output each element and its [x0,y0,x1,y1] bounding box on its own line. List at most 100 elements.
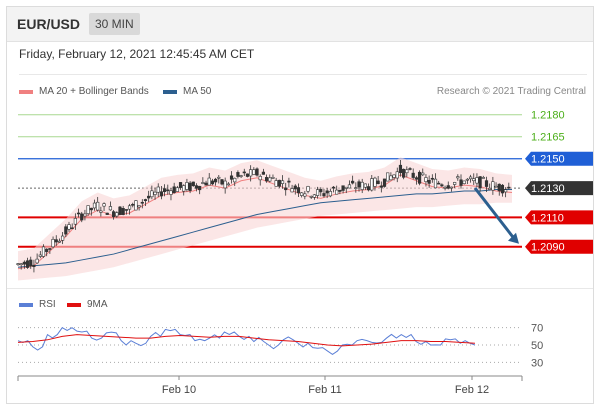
candle-body [32,264,36,267]
candle-body [182,185,186,192]
candle-body [143,199,148,202]
candle-body [443,186,447,189]
rsi-label: RSI [39,299,56,310]
symbol-title: EUR/USD [17,16,81,32]
candle-body [233,177,237,183]
candle-body [178,182,183,188]
candle-body [382,178,387,187]
ma50-label: MA 50 [183,86,212,97]
candle-body [504,189,508,193]
candle-body [131,203,135,206]
candle-body [309,196,313,198]
ma9-line [17,334,476,347]
candle-body [379,185,383,188]
level-label: 1.2130 [531,183,565,195]
candle-body [328,191,332,197]
candle-body [29,259,33,267]
candle-body [204,182,208,186]
ma50-line [17,189,512,268]
candle-body [437,182,441,185]
candle-body [163,188,167,192]
candle-body [290,188,294,193]
candle-body [89,207,93,211]
candle-body [274,180,278,187]
candle-body [373,177,377,187]
level-label: 1.2180 [531,110,565,122]
forecast-arrow-shaft [473,187,517,241]
candle-body [424,177,428,182]
candle-body [376,180,380,185]
level-label-box [525,239,593,254]
candle-body [127,205,132,210]
candle-body [35,258,39,264]
candle-body [121,208,125,215]
candle-body [223,180,227,189]
candle-body [45,248,49,252]
candle-body [507,186,511,189]
candle-body [41,246,46,257]
candle-body [194,185,199,189]
candle-body [38,254,42,257]
rsi-line [17,327,476,356]
candle-body [137,205,141,208]
candle-body [363,183,367,188]
candle-body [245,173,250,177]
candle-body [459,179,463,186]
candle-body [421,172,425,176]
candle-body [207,177,211,186]
candle-body [306,186,310,192]
ma50-swatch [163,89,177,94]
candle-body [500,184,505,194]
x-tick-label: Feb 11 [308,384,341,396]
candle-body [300,192,304,196]
bollinger-band [18,157,512,281]
candle-body [433,178,438,189]
candle-body [54,239,58,243]
candle-body [76,212,81,215]
candle-body [472,178,476,182]
candle-body [185,182,189,190]
level-label: 1.2090 [531,242,565,254]
candle-body [169,190,173,195]
forecast-arrow-head [508,232,519,244]
candle-body [64,226,68,235]
candle-body [80,213,84,221]
legend-9ma: 9MA [67,299,108,310]
candle-body [147,195,151,199]
candle-body [331,186,336,189]
candle-body [19,263,23,265]
timeframe-badge[interactable]: 30 MIN [89,13,140,35]
level-label-box [525,210,593,225]
candle-body [48,248,52,250]
chart-card: EUR/USD 30 MIN Friday, February 12, 2021… [6,6,594,404]
candle-body [112,211,116,218]
level-label-box [525,181,593,196]
candle-body [172,186,176,194]
candle-body [453,182,457,185]
candle-body [51,238,55,248]
candle-body [386,172,390,182]
candle-body [86,205,90,214]
candle-body [468,176,473,180]
candle-body [335,189,339,195]
candle-body [118,206,122,215]
candle-body [124,209,128,211]
candle-body [252,169,256,175]
price-chart: 1.2180 1.2165 1.2150 1.2130 1.2110 1.2090 70 50… [16,110,593,396]
legend-bollinger: MA 20 + Bollinger Bands [19,86,149,97]
candle-body [191,181,195,187]
candle-body [427,180,431,184]
candle-body [115,212,119,217]
candle-body [236,172,240,177]
candle-body [287,180,291,183]
candle-body [105,212,109,215]
divider [19,74,587,75]
candle-body [325,190,329,194]
candle-body [249,169,253,177]
candle-body [16,263,20,265]
ma9-label: 9MA [87,299,108,310]
candle-body [341,185,345,191]
candle-body [319,189,323,193]
level-label: 1.2110 [531,212,564,224]
candle-body [73,218,77,225]
